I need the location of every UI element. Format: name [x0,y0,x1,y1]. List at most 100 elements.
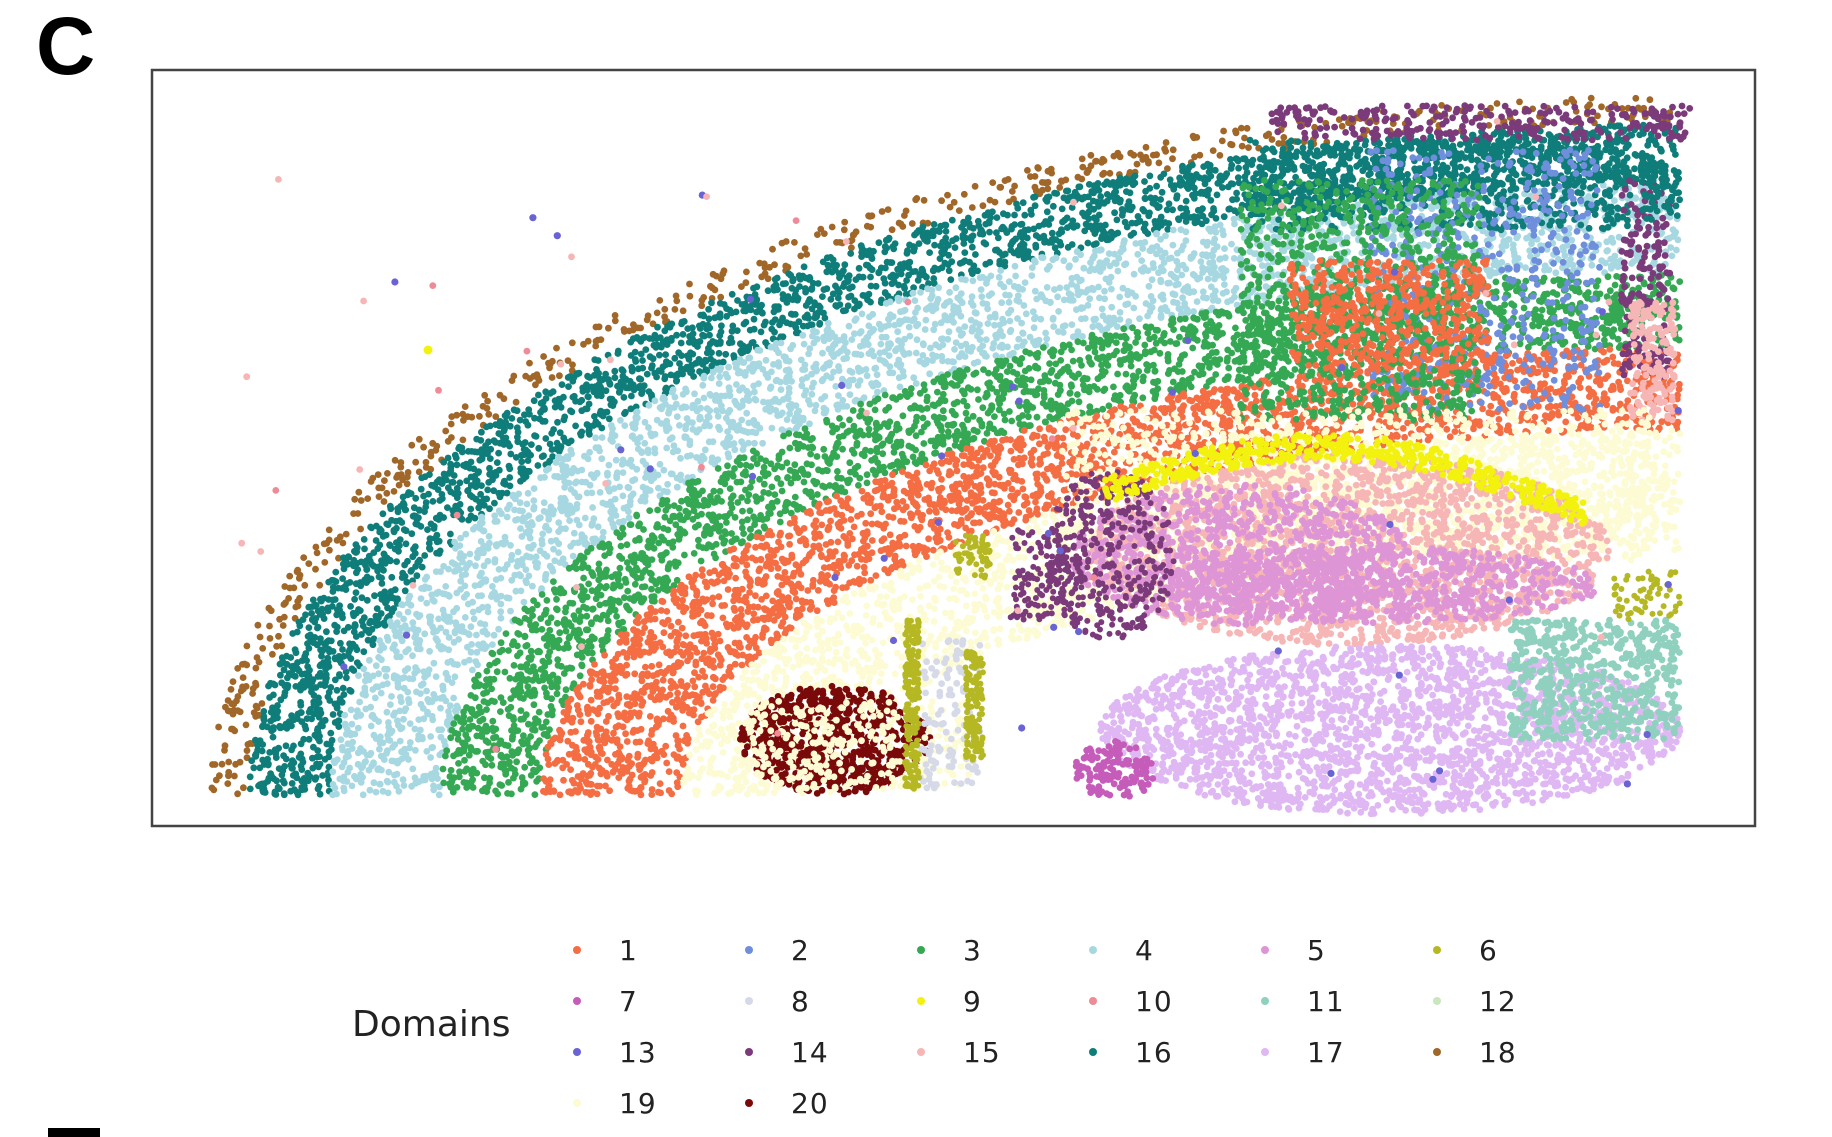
spot-domain-4 [953,284,960,291]
spot-domain-18 [513,399,520,406]
spot-domain-4 [465,601,472,608]
spot-domain-4 [530,497,537,504]
spot-domain-18 [1170,146,1177,153]
spot-domain-16 [687,349,694,356]
spot-domain-16 [1046,194,1053,201]
spot-domain-16 [491,500,498,507]
spot-domain-4 [935,296,942,303]
spot-domain-16 [489,476,496,483]
spot-domain-18 [569,339,576,346]
spot-domain-16 [373,613,380,620]
spot-domain-16 [335,723,342,730]
spot-domain-16 [433,515,440,522]
spot-domain-4 [716,373,723,380]
spot-domain-16 [671,355,678,362]
spot-domain-16 [1183,173,1190,180]
spot-domain-4 [677,455,684,462]
spot-domain-16 [1128,232,1135,239]
spot-domain-4 [595,523,602,530]
spot-domain-18 [1219,138,1226,145]
spot-domain-18 [355,489,362,496]
spot-domain-4 [367,787,374,794]
spot-domain-16 [494,459,501,466]
spot-domain-16 [476,499,483,506]
spot-domain-4 [1060,257,1067,264]
spot-domain-4 [582,515,589,522]
spot-domain-16 [621,410,628,417]
spot-domain-16 [789,296,796,303]
spot-domain-16 [718,329,725,336]
spot-domain-4 [405,756,412,763]
spot-domain-16 [577,398,584,405]
spot-domain-18 [251,709,258,716]
spot-domain-16 [272,750,279,757]
spot-domain-4 [333,791,340,798]
spot-domain-4 [750,383,757,390]
spot-domain-18 [230,701,237,708]
spot-domain-4 [406,699,413,706]
spot-domain-4 [1675,236,1682,243]
spot-domain-16 [790,276,797,283]
spot-domain-4 [1089,323,1096,330]
spot-domain-4 [617,417,624,424]
spot-domain-16 [1208,211,1215,218]
spot-domain-16 [469,494,476,501]
spot-domain-4 [1205,276,1212,283]
spot-domain-18 [240,784,247,791]
spot-domain-16 [639,365,646,372]
spot-domain-16 [359,618,366,625]
spot-domain-16 [1614,122,1621,129]
spot-domain-16 [353,541,360,548]
spot-domain-18 [758,273,765,280]
spot-domain-4 [988,290,995,297]
spot-domain-4 [452,673,459,680]
spot-domain-16 [1214,192,1221,199]
spot-domain-16 [1191,185,1198,192]
spot-domain-4 [746,354,753,361]
spot-domain-16 [680,331,687,338]
spot-domain-4 [778,386,785,393]
spot-domain-18 [1088,152,1095,159]
spot-domain-18 [961,191,968,198]
spot-domain-18 [718,275,725,282]
spot-domain-16 [550,388,557,395]
spot-domain-4 [1493,259,1500,266]
spot-domain-16 [931,265,938,272]
spot-domain-4 [555,540,562,547]
spot-domain-16 [329,737,336,744]
spot-domain-4 [1111,260,1118,267]
spot-domain-4 [479,604,486,611]
spot-domain-18 [313,544,320,551]
spot-domain-16 [729,339,736,346]
spot-domain-16 [347,603,354,610]
spot-domain-16 [497,431,504,438]
spot-domain-16 [553,446,560,453]
spot-domain-4 [1158,278,1165,285]
spot-domain-16 [883,237,890,244]
spot-domain-16 [388,588,395,595]
spot-domain-18 [281,601,288,608]
spot-domain-16 [325,659,332,666]
spot-domain-4 [477,620,484,627]
spot-domain-16 [883,245,890,252]
spot-domain-16 [535,392,542,399]
spot-domain-4 [715,413,722,420]
spot-domain-4 [1172,282,1179,289]
spot-domain-18 [1075,174,1082,181]
spot-domain-18 [1032,173,1039,180]
spot-domain-18 [234,790,241,797]
spot-domain-16 [621,394,628,401]
spot-domain-4 [427,620,434,627]
spot-domain-16 [699,332,706,339]
spot-domain-4 [1146,283,1153,290]
spot-domain-18 [1006,199,1013,206]
spot-domain-16 [777,333,784,340]
spot-domain-16 [418,486,425,493]
spot-domain-16 [261,717,268,724]
spot-domain-18 [222,742,229,749]
spot-domain-18 [1024,167,1031,174]
spot-domain-16 [554,419,561,426]
spot-domain-4 [427,754,434,761]
spot-domain-16 [473,436,480,443]
spot-domain-18 [230,711,237,718]
